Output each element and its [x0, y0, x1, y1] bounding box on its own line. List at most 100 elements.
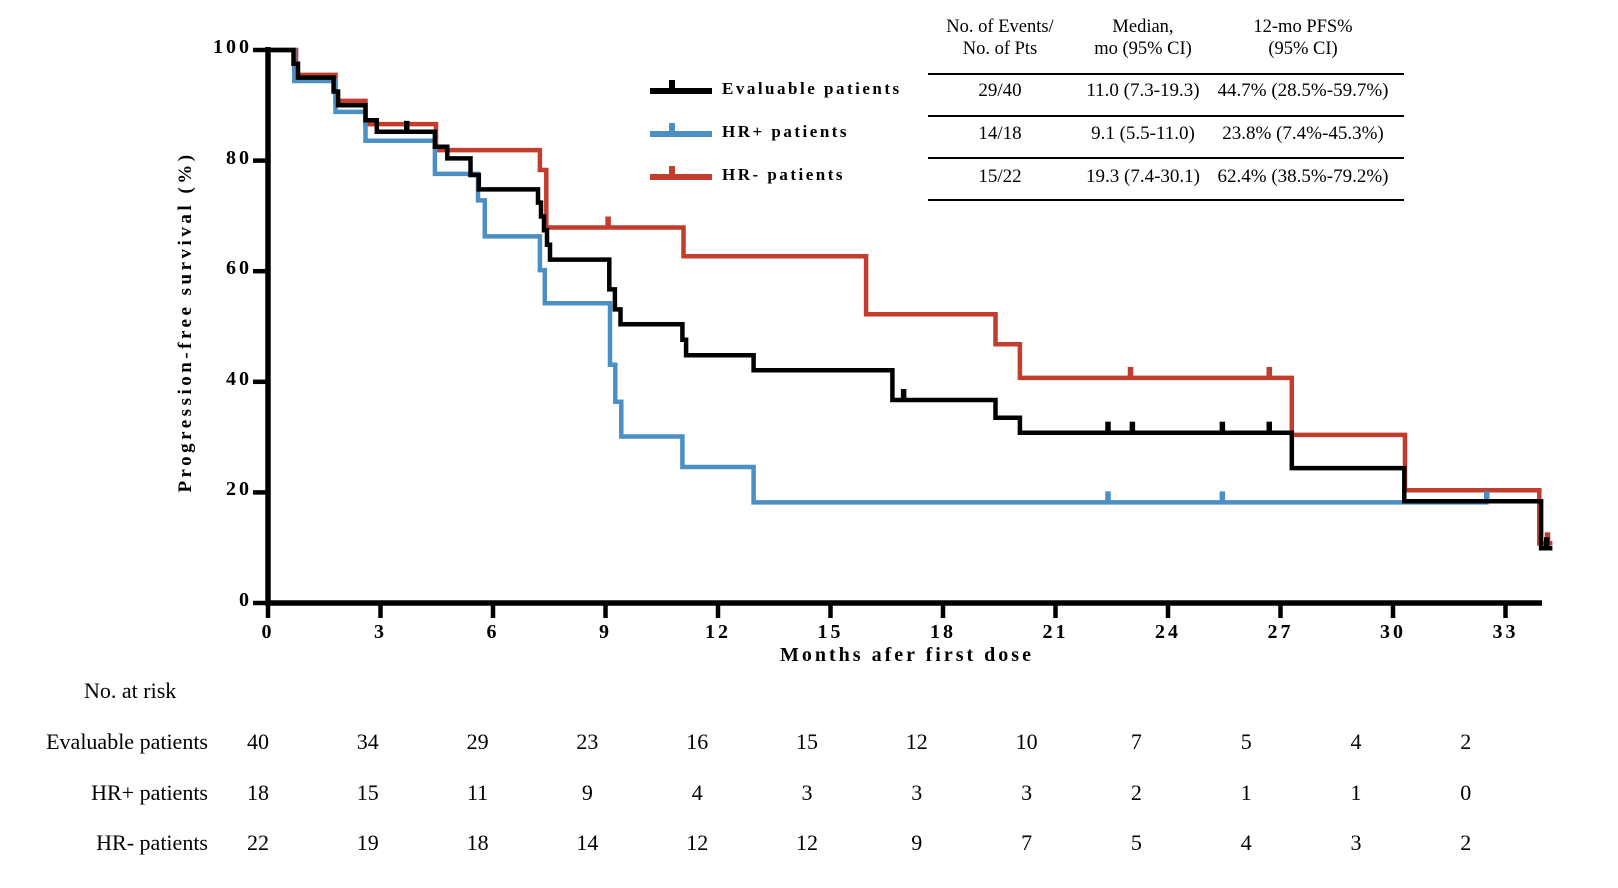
risk-count: 9	[911, 830, 923, 855]
censor-tick-mark	[1129, 421, 1136, 433]
risk-count: 15	[796, 729, 818, 754]
legend-line-swatch	[650, 88, 712, 94]
censor-tick-mark	[1219, 421, 1226, 433]
risk-row-label: Evaluable patients	[46, 729, 208, 754]
censor-tick-mark	[1266, 366, 1272, 378]
risk-count: 1	[1240, 780, 1252, 805]
stats-value-cell: 11.0 (7.3-19.3)	[1086, 80, 1200, 101]
y-tick-label: 20	[226, 478, 252, 501]
risk-count: 18	[247, 780, 269, 805]
y-tick-label: 80	[226, 146, 252, 169]
risk-count: 10	[1015, 729, 1038, 754]
km-curve-hr-patients	[268, 47, 1553, 546]
risk-count: 18	[466, 830, 489, 855]
risk-count: 29	[466, 729, 489, 754]
stats-value-cell: 62.4% (38.5%-79.2%)	[1217, 166, 1389, 187]
stats-value-cell: 19.3 (7.4-30.1)	[1086, 166, 1200, 187]
x-tick-label: 0	[261, 621, 275, 643]
risk-count: 11	[467, 780, 489, 805]
risk-count: 34	[356, 729, 379, 754]
x-tick-label: 9	[599, 621, 612, 643]
censor-tick-mark	[1105, 491, 1111, 503]
risk-count: 12	[686, 830, 709, 855]
risk-count: 40	[247, 729, 269, 754]
stats-table-rule	[928, 73, 1404, 75]
risk-count: 4	[1350, 729, 1362, 754]
y-tick-label: 60	[226, 257, 252, 280]
y-tick-label: 100	[213, 36, 252, 58]
risk-count: 3	[911, 780, 923, 805]
stats-header-cell: 12-mo PFS% (95% CI)	[1193, 16, 1413, 60]
stats-table-rule	[928, 157, 1404, 159]
x-tick-label: 27	[1267, 621, 1294, 643]
y-tick-label: 40	[226, 367, 252, 390]
x-tick-label: 33	[1492, 621, 1519, 643]
legend-line-swatch	[650, 131, 712, 137]
x-tick-label: 6	[486, 621, 500, 643]
x-tick-label: 21	[1042, 621, 1069, 643]
x-tick-label: 3	[374, 621, 387, 643]
stats-value-cell: 15/22	[978, 166, 1022, 187]
stats-header-cell: Median, mo (95% CI)	[1033, 16, 1253, 60]
risk-count: 1	[1350, 780, 1362, 805]
legend-label: HR+ patients	[722, 122, 850, 141]
risk-count: 15	[356, 780, 379, 805]
censor-tick-mark	[1105, 421, 1111, 433]
risk-count: 3	[1350, 830, 1362, 855]
stats-table-rule	[928, 199, 1404, 201]
legend-censor-tick	[669, 166, 675, 175]
stats-value-cell: 29/40	[978, 80, 1022, 101]
km-curve-evaluable-patients	[268, 47, 1553, 551]
risk-count: 3	[801, 780, 813, 805]
x-tick-label: 24	[1155, 621, 1181, 643]
risk-count: 2	[1130, 780, 1142, 805]
risk-count: 5	[1240, 729, 1252, 754]
risk-count: 5	[1130, 830, 1142, 855]
risk-table-title: No. at risk	[84, 678, 177, 703]
risk-count: 4	[1240, 830, 1252, 855]
stats-header-line: (95% CI)	[1268, 39, 1338, 59]
risk-count: 3	[1021, 780, 1033, 805]
stats-header-line: Median,	[1112, 17, 1174, 37]
risk-count: 23	[576, 729, 599, 754]
censor-tick-mark	[404, 120, 410, 132]
risk-row-label: HR- patients	[96, 830, 208, 855]
risk-count: 14	[576, 830, 599, 855]
risk-count: 12	[905, 729, 928, 754]
risk-count: 16	[686, 729, 709, 754]
risk-count: 2	[1460, 830, 1472, 855]
censor-tick-mark	[900, 389, 907, 401]
risk-count: 4	[691, 780, 703, 805]
stats-header-line: mo (95% CI)	[1094, 39, 1192, 59]
censor-tick-mark	[1127, 366, 1134, 378]
stats-value-cell: 23.8% (7.4%-45.3%)	[1222, 123, 1384, 144]
stats-table-rule	[928, 115, 1404, 117]
risk-count: 7	[1130, 729, 1142, 754]
x-tick-label: 12	[705, 621, 731, 643]
risk-count: 9	[581, 780, 593, 805]
stats-value-cell: 14/18	[978, 123, 1022, 144]
censor-tick-mark	[1544, 537, 1550, 549]
risk-row-label: HR+ patients	[91, 780, 208, 805]
legend-censor-tick	[669, 80, 675, 89]
censor-tick-mark	[1266, 421, 1272, 433]
risk-count: 22	[247, 830, 269, 855]
y-axis-label: Progression-free survival (%)	[175, 151, 196, 493]
stats-header-line: 12-mo PFS%	[1253, 17, 1353, 37]
legend-censor-tick	[669, 123, 675, 132]
legend-label: Evaluable patients	[722, 79, 902, 98]
x-tick-label: 30	[1380, 621, 1406, 643]
x-axis-label: Months afer first dose	[780, 644, 1034, 666]
risk-count: 2	[1460, 729, 1472, 754]
censor-tick-mark	[1219, 491, 1226, 503]
censor-tick-mark	[605, 216, 611, 228]
censor-tick-mark	[1484, 491, 1490, 503]
y-tick-label: 0	[239, 589, 252, 611]
stats-header-line: No. of Pts	[962, 39, 1038, 59]
stats-value-cell: 44.7% (28.5%-59.7%)	[1217, 80, 1389, 101]
risk-count: 19	[356, 830, 379, 855]
x-tick-label: 18	[930, 621, 956, 643]
stats-value-cell: 9.1 (5.5-11.0)	[1091, 123, 1195, 144]
